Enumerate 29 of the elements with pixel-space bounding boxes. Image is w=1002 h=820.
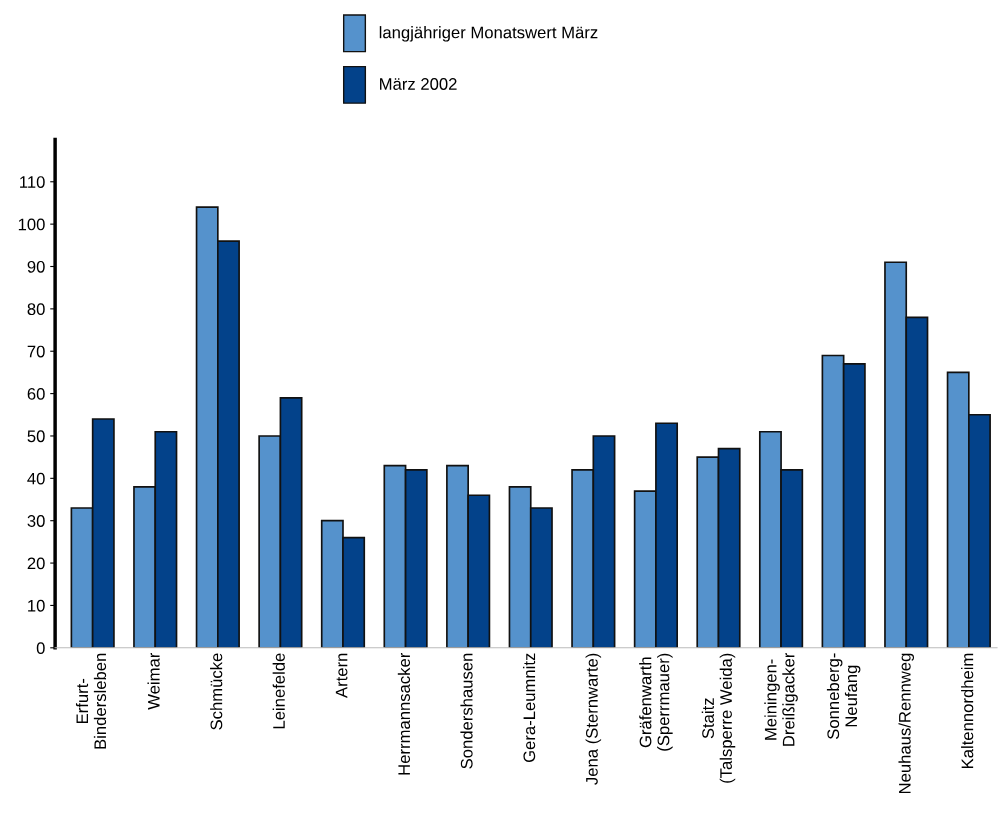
x-tick-label: Jena (Sternwarte) bbox=[585, 653, 602, 785]
x-tick-label: Gera-Leumnitz bbox=[522, 653, 536, 763]
x-tick-label: Kaltennordheim bbox=[961, 653, 974, 769]
y-tick-label: 90 bbox=[27, 260, 45, 273]
x-tick-label: Staitz (Talsperre Weida) bbox=[701, 653, 736, 783]
x-tick-label: Sonneberg- Neufang bbox=[826, 653, 861, 739]
x-tick-label: Weimar bbox=[147, 652, 160, 710]
x-tick-label: Herrmannsacker bbox=[397, 652, 411, 775]
x-tick-label: Schmücke bbox=[210, 653, 223, 730]
y-tick-label: 80 bbox=[27, 303, 45, 316]
y-tick-label: 110 bbox=[20, 176, 45, 188]
x-tick-label: Meiningen- Dreißigacker bbox=[764, 652, 798, 746]
y-tick-label: 20 bbox=[27, 557, 45, 570]
x-tick-label: Gräfenwarth (Sperrmauer) bbox=[639, 653, 673, 751]
y-tick-label: 100 bbox=[18, 218, 45, 231]
x-tick-label: Sondershausen bbox=[460, 653, 473, 769]
x-tick-label: Neuhaus/Rennweg bbox=[898, 653, 915, 794]
y-tick-label: 60 bbox=[27, 388, 45, 400]
y-tick-label: 70 bbox=[27, 345, 45, 358]
y-tick-label: 50 bbox=[27, 430, 45, 443]
x-tick-label: Leinefelde bbox=[272, 653, 285, 729]
y-tick-label: 10 bbox=[28, 599, 45, 612]
x-tick-label: Artern bbox=[335, 653, 348, 699]
y-tick-label: 40 bbox=[27, 472, 45, 485]
y-tick-label: 0 bbox=[36, 642, 45, 654]
legend-label: März 2002 bbox=[380, 78, 457, 90]
x-tick-label: Erfurt- Bindersleben bbox=[75, 653, 107, 749]
legend-label: langjähriger Monatswert März bbox=[379, 26, 598, 42]
y-tick-label: 30 bbox=[27, 515, 45, 527]
